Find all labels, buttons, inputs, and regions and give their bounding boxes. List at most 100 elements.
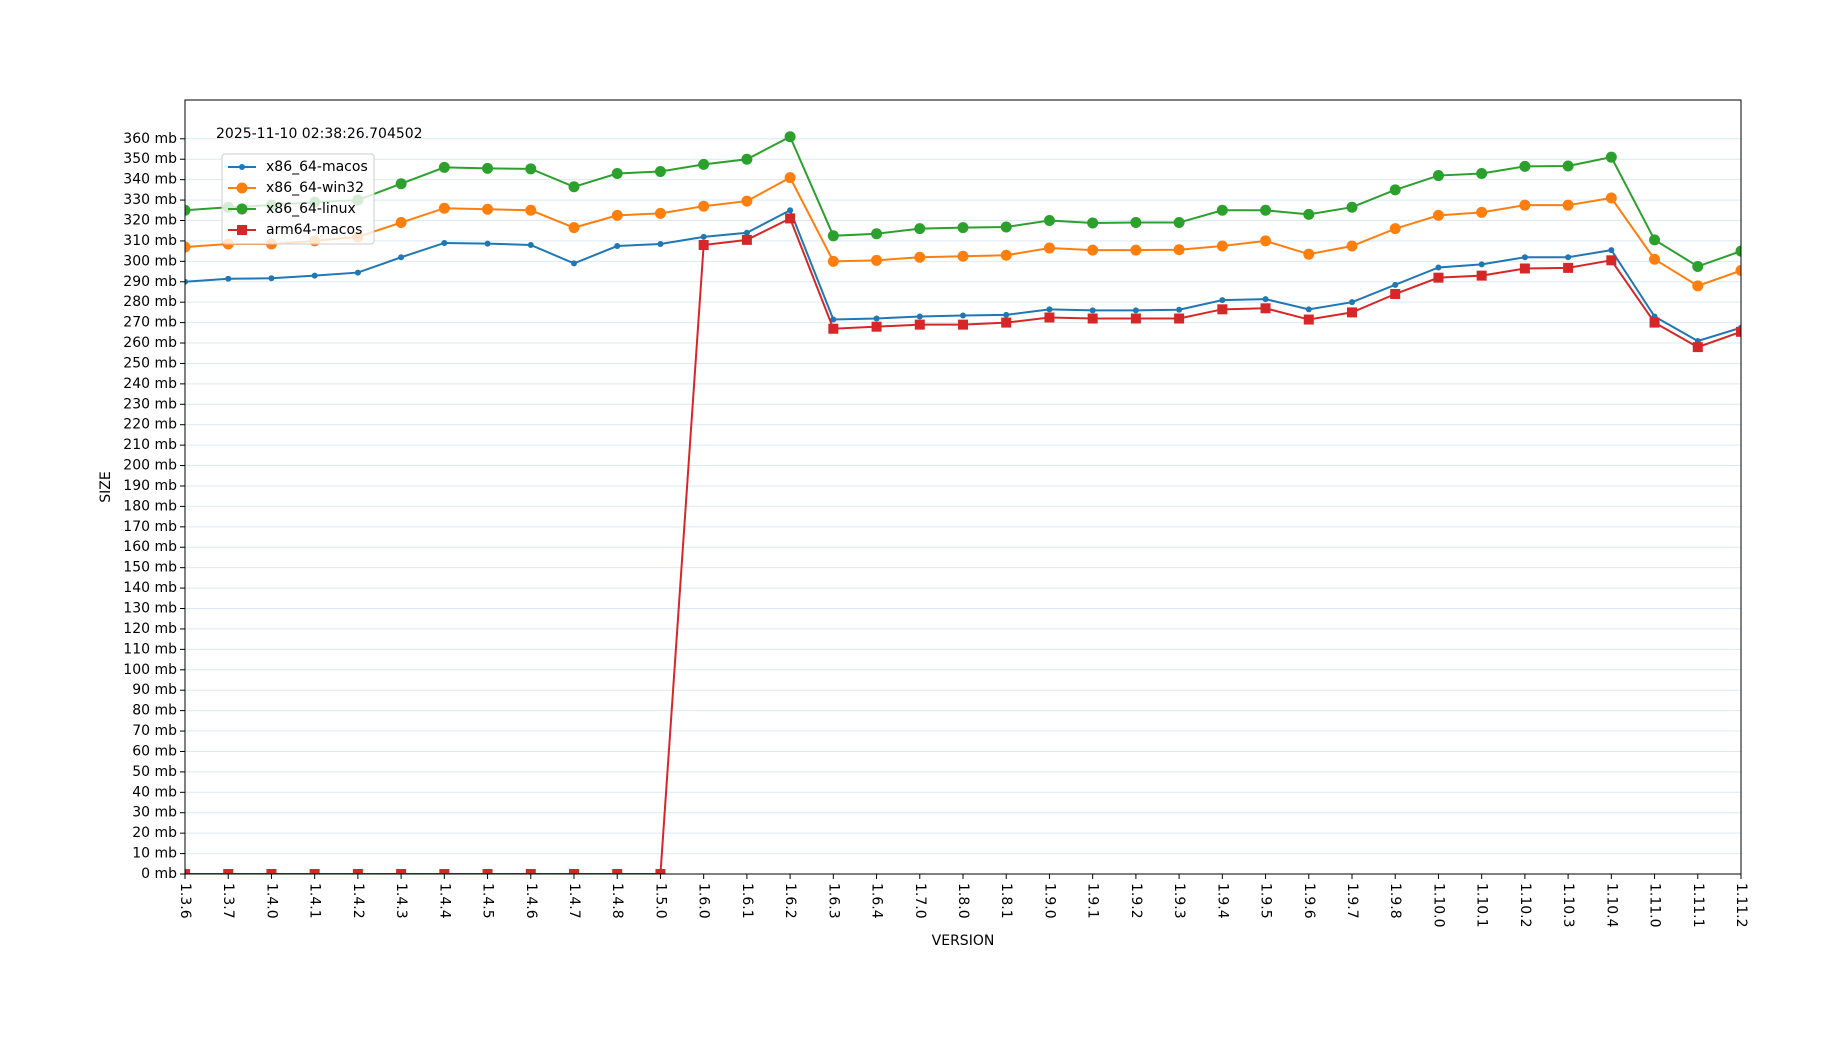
y-tick-label: 270 mb [123, 315, 177, 331]
data-point [1692, 342, 1703, 353]
data-point [395, 217, 407, 229]
y-tick-label: 140 mb [123, 580, 177, 596]
x-tick-label: 1.10.4 [1603, 883, 1619, 928]
x-tick-label: 1.3.7 [220, 883, 236, 919]
data-point [311, 272, 318, 279]
data-point [1692, 260, 1704, 272]
data-point [871, 228, 883, 240]
data-point [1519, 160, 1531, 172]
data-point [1435, 264, 1442, 271]
data-point [1606, 255, 1617, 266]
y-tick-label: 160 mb [123, 539, 177, 555]
data-point [960, 312, 966, 319]
y-axis-label: SIZE [98, 471, 114, 502]
data-point [223, 869, 234, 874]
x-tick-label: 1.9.8 [1387, 883, 1403, 919]
x-tick-label: 1.4.0 [263, 883, 279, 919]
x-tick-label: 1.4.7 [566, 883, 582, 919]
data-point [1262, 296, 1269, 303]
data-point [1432, 209, 1444, 221]
data-point [1605, 192, 1617, 204]
annotation: 2025-11-10 02:38:26.704502 [216, 126, 423, 142]
data-point [957, 222, 969, 234]
x-tick-label: 1.10.0 [1430, 883, 1446, 928]
x-tick-label: 1.9.3 [1171, 883, 1187, 919]
data-point [1130, 217, 1142, 229]
data-point [568, 181, 580, 193]
x-tick-label: 1.4.4 [436, 883, 452, 919]
data-point [1649, 317, 1660, 328]
data-point [1260, 303, 1271, 314]
data-point [1349, 299, 1355, 306]
data-point [1217, 304, 1228, 315]
y-tick-label: 170 mb [123, 519, 177, 535]
plot-frame [184, 99, 1742, 875]
data-point [654, 207, 666, 219]
data-point [787, 207, 794, 214]
data-point [1216, 204, 1228, 216]
data-point [1173, 244, 1185, 256]
data-point [438, 202, 450, 214]
x-tick-label: 1.7.0 [912, 883, 928, 919]
y-tick-label: 230 mb [123, 396, 177, 412]
data-point [1390, 289, 1401, 300]
data-point [916, 313, 923, 320]
y-tick-label: 350 mb [123, 151, 177, 167]
data-point [1303, 248, 1315, 260]
y-tick-label: 300 mb [123, 253, 177, 269]
legend-label: x86_64-linux [266, 201, 356, 217]
legend-marker [236, 203, 248, 215]
legend-label: arm64-macos [266, 222, 362, 238]
x-tick-label: 1.4.8 [609, 883, 625, 919]
data-point [655, 869, 666, 874]
data-point [1735, 245, 1741, 257]
y-tick-label: 180 mb [123, 498, 177, 514]
y-tick-label: 330 mb [123, 192, 177, 208]
data-point [395, 178, 407, 190]
data-point [958, 319, 968, 330]
data-point [830, 316, 837, 323]
data-point [225, 275, 232, 282]
data-point [1087, 313, 1098, 324]
y-tick-label: 80 mb [132, 703, 177, 719]
x-tick-label: 1.6.4 [869, 883, 885, 919]
y-tick-label: 60 mb [132, 743, 177, 759]
data-point [1519, 199, 1531, 211]
legend-marker [237, 225, 247, 235]
data-point [657, 240, 664, 247]
y-tick-label: 30 mb [132, 805, 177, 821]
data-point [1649, 234, 1661, 246]
data-point [828, 323, 839, 334]
x-tick-label: 1.6.0 [696, 883, 712, 919]
data-point [1476, 270, 1487, 281]
plot-area [185, 131, 1741, 874]
y-tick-label: 20 mb [132, 825, 177, 841]
data-point [1000, 221, 1012, 233]
legend-marker [239, 164, 245, 170]
x-tick-label: 1.11.0 [1647, 883, 1663, 928]
y-tick-label: 10 mb [132, 846, 177, 862]
y-tick-label: 130 mb [123, 601, 177, 617]
data-point [785, 213, 796, 224]
x-tick-label: 1.10.3 [1560, 883, 1576, 928]
data-point [1130, 313, 1141, 324]
data-point [571, 260, 577, 267]
y-tick-label: 90 mb [132, 682, 177, 698]
x-tick-label: 1.4.1 [307, 883, 323, 919]
data-point [1219, 297, 1226, 304]
data-point [1046, 306, 1053, 313]
y-tick-label: 340 mb [123, 172, 177, 188]
data-point [1174, 313, 1185, 324]
data-point [1692, 280, 1704, 292]
y-tick-label: 220 mb [123, 417, 177, 433]
data-point [1521, 254, 1528, 261]
data-point [611, 209, 623, 221]
data-point [1478, 261, 1485, 268]
data-point [1132, 307, 1139, 314]
y-tick-label: 260 mb [123, 335, 177, 351]
data-point [185, 241, 191, 253]
data-point [398, 254, 405, 261]
data-point [185, 278, 188, 285]
data-point [1563, 262, 1574, 273]
legend-label: x86_64-win32 [266, 180, 364, 196]
